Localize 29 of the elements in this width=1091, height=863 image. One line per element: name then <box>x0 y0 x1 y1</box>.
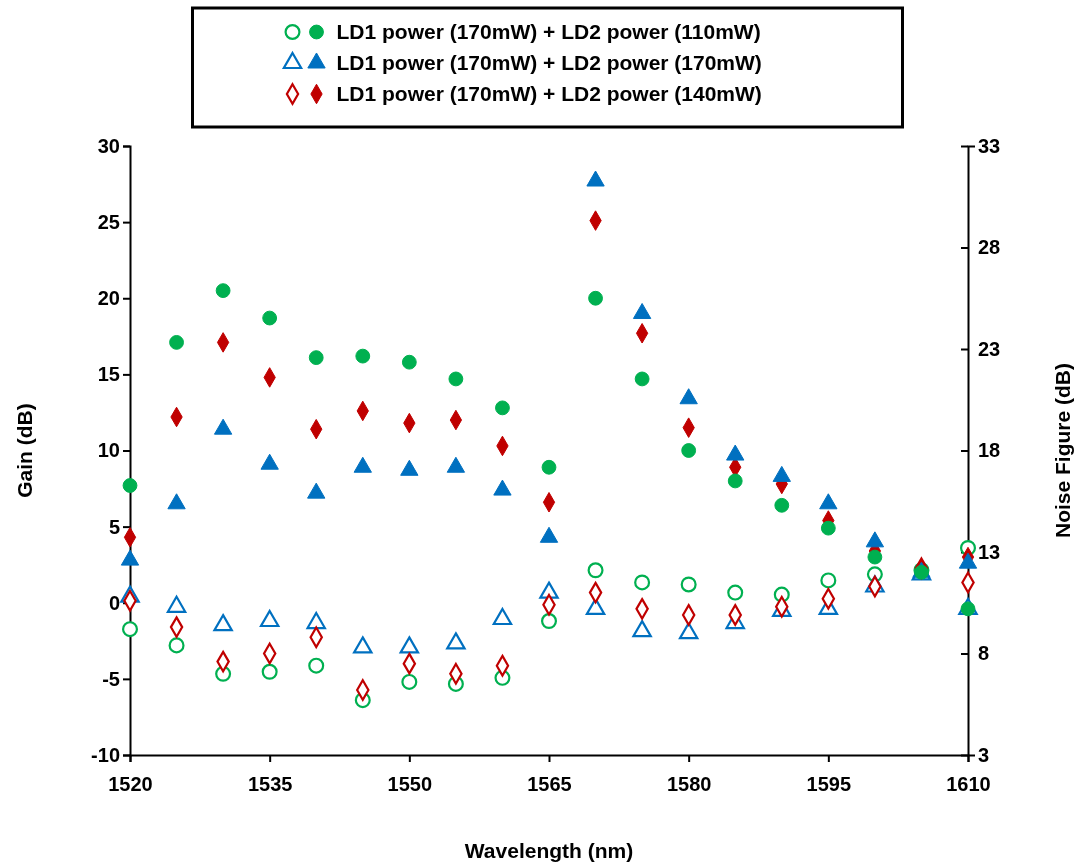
y-tick-label: 20 <box>97 287 120 310</box>
y-tick-label: 5 <box>108 515 120 538</box>
y-axis-title: Gain (dB) <box>13 403 36 498</box>
y-tick-label: 10 <box>97 439 120 462</box>
x-axis-title: Wavelength (nm) <box>464 839 634 862</box>
y-tick-label: 25 <box>97 211 120 234</box>
y2-axis-title: Noise Figure (dB) <box>1051 362 1074 539</box>
legend-label: LD1 power (170mW) + LD2 power (140mW) <box>336 82 762 105</box>
y-tick-label: 15 <box>97 363 120 386</box>
legend-label: LD1 power (170mW) + LD2 power (170mW) <box>336 51 762 74</box>
y2-tick-label: 18 <box>978 439 1001 462</box>
x-tick-label: 1535 <box>247 773 293 795</box>
y2-tick-label: 3 <box>978 743 990 766</box>
x-tick-label: 1550 <box>387 773 433 795</box>
y-tick-label: -10 <box>91 743 120 766</box>
x-tick-label: 1520 <box>108 773 153 795</box>
y2-tick-label: 8 <box>978 642 990 665</box>
y2-tick-label: 33 <box>978 134 1001 157</box>
y2-tick-label: 28 <box>978 236 1001 259</box>
y-tick-label: 30 <box>97 134 120 157</box>
x-tick-label: 1610 <box>946 773 991 795</box>
x-tick-label: 1580 <box>666 773 712 795</box>
legend-label: LD1 power (170mW) + LD2 power (110mW) <box>336 20 761 43</box>
x-tick-label: 1565 <box>527 773 572 795</box>
y-tick-label: -5 <box>102 667 120 690</box>
y-tick-label: 0 <box>108 591 120 614</box>
y2-tick-label: 23 <box>978 337 1001 360</box>
x-tick-label: 1595 <box>806 773 852 795</box>
y2-tick-label: 13 <box>978 540 1001 563</box>
